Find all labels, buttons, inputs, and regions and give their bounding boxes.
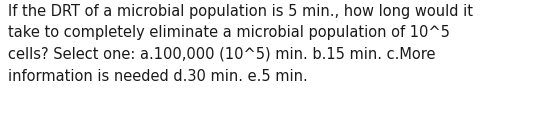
Text: If the DRT of a microbial population is 5 min., how long would it
take to comple: If the DRT of a microbial population is …	[8, 4, 473, 84]
